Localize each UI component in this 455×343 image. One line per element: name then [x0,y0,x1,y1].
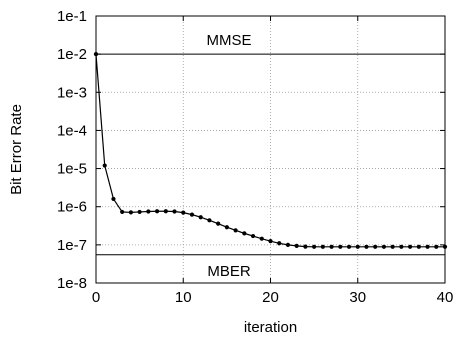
y-axis-ticks: 1e-8 1e-7 1e-6 1e-5 1e-4 1e-3 1e-2 1e-1 [57,8,445,292]
data-point [233,228,238,233]
data-point [294,243,299,248]
data-point [137,209,142,215]
y-tick-label: 1e-6 [57,199,87,216]
data-point [277,241,282,246]
y-tick-label: 1e-4 [57,122,87,139]
data-point [154,209,160,214]
data-point [216,221,221,226]
data-point [312,244,317,249]
data-point [102,163,107,168]
data-point [285,242,291,247]
data-point [207,218,212,223]
data-point [329,244,334,249]
y-tick-label: 1e-2 [57,46,87,63]
y-axis-label: Bit Error Rate [8,104,25,195]
data-point [416,244,421,249]
annotations: MMSE MBER [207,32,252,280]
data-point [338,244,343,249]
y-tick-label: 1e-5 [57,161,87,178]
data-point [373,244,378,249]
data-point [408,244,413,249]
data-point [364,244,369,249]
data-point [146,209,151,214]
data-point [224,225,229,230]
data-point [181,210,186,215]
y-tick-label: 1e-3 [57,84,87,101]
annotation-mber: MBER [207,263,251,280]
data-point [111,196,116,202]
reference-lines [96,53,445,256]
y-tick-label: 1e-8 [57,275,87,292]
x-axis-label: iteration [244,319,297,336]
y-tick-label: 1e-7 [57,237,87,254]
x-tick-label: 30 [349,289,366,306]
data-point [189,212,195,217]
data-point [259,236,264,241]
series-ber [93,52,448,249]
data-point [172,209,177,214]
x-tick-label: 20 [262,289,279,306]
data-point [346,244,352,249]
data-point [399,244,404,249]
x-tick-label: 0 [92,289,100,306]
data-point [163,209,168,214]
data-point [250,233,256,239]
data-point [390,244,395,249]
data-point [425,244,430,249]
x-tick-label: 40 [437,289,454,306]
data-point [320,244,325,249]
data-point [198,215,203,220]
x-tick-label: 10 [175,289,192,306]
data-point [242,231,247,236]
annotation-mmse: MMSE [207,32,252,49]
data-point [434,244,439,249]
x-axis-ticks: 0 10 20 30 40 [92,16,454,306]
data-point [128,210,133,215]
data-point [355,244,360,249]
data-point [303,244,308,249]
data-point [120,209,125,215]
data-point [381,244,387,249]
data-point [268,239,273,244]
y-tick-label: 1e-1 [57,8,87,25]
